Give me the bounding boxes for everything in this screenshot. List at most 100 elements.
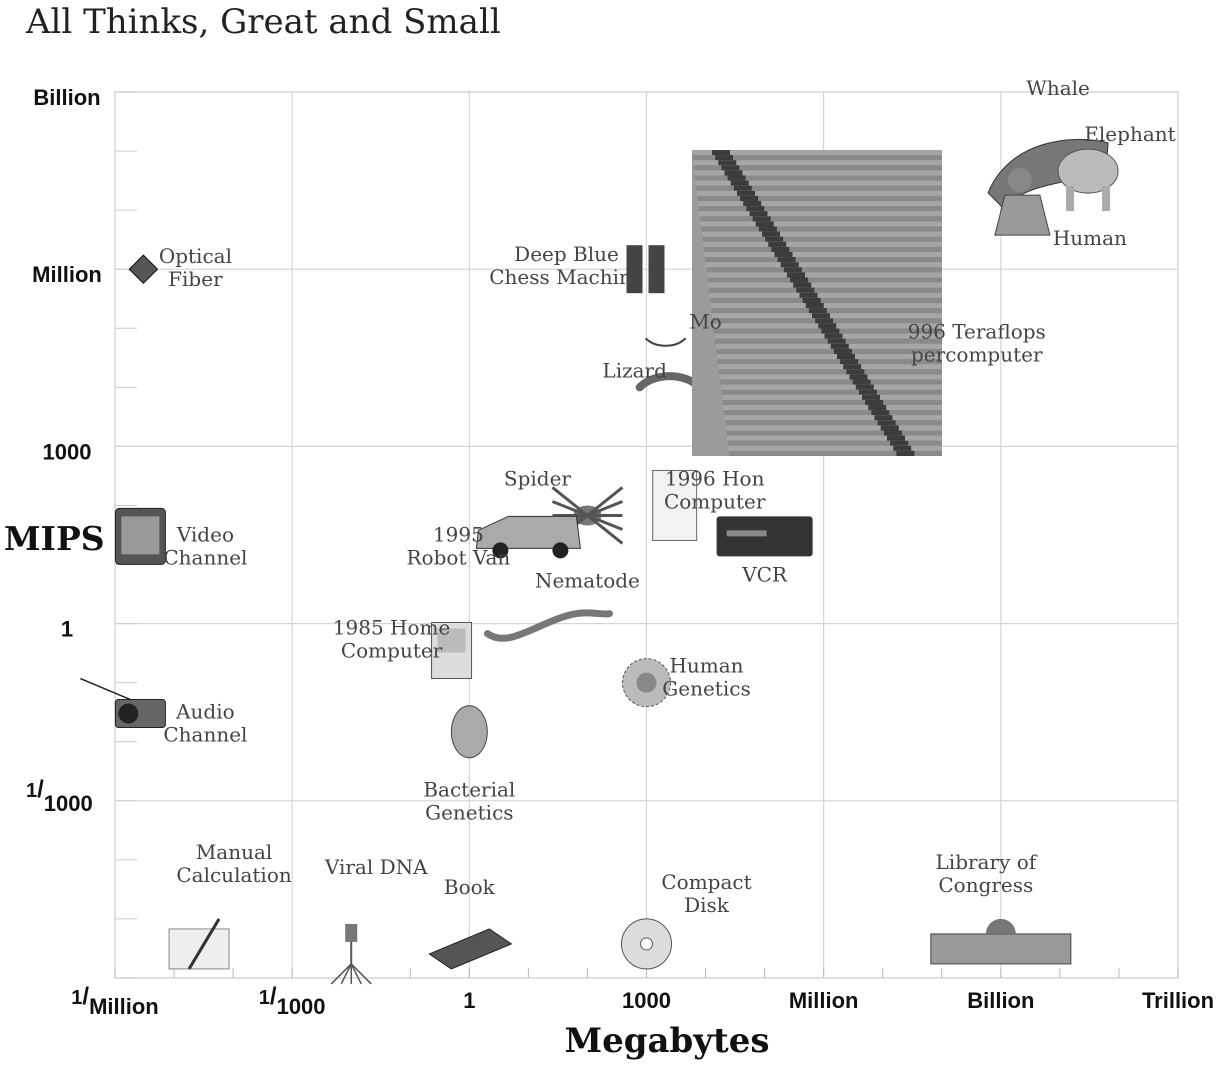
artifact-stripe	[708, 282, 942, 288]
artifact-band	[837, 354, 855, 360]
artifact-stripe	[695, 175, 942, 181]
point-label-line: Disk	[684, 893, 730, 917]
artifact-band	[818, 323, 837, 329]
artifact-stripe	[721, 389, 942, 395]
artifact-stripe	[702, 231, 942, 237]
artifact-band	[855, 384, 874, 390]
artifact-stripe	[692, 150, 942, 156]
van-wheel	[552, 542, 569, 559]
spider-leg	[551, 500, 589, 517]
artifact-band	[743, 201, 762, 207]
artifact-stripe	[707, 277, 942, 283]
artifact-band	[740, 195, 759, 201]
artifact-stripe	[700, 221, 942, 227]
cd-hole	[640, 937, 653, 951]
artifact-band	[893, 445, 912, 451]
robot-van-icon	[475, 515, 581, 559]
artifact-stripe	[728, 445, 942, 451]
virus-fiber	[330, 963, 352, 985]
point-label: 1995 Robot Van	[407, 522, 511, 569]
spider-leg	[551, 486, 589, 517]
artifact-band	[712, 150, 730, 156]
point-label-line: Computer	[664, 489, 766, 513]
grid	[114, 91, 1179, 979]
artifact-band	[771, 246, 790, 252]
y-tick-label: Million	[32, 262, 102, 287]
artifact-band	[890, 440, 909, 446]
elephant-leg	[1066, 186, 1075, 212]
point-label: Video Channel	[163, 522, 247, 569]
artifact-band	[737, 190, 755, 196]
artifact-stripe	[701, 226, 942, 232]
point-label-line: Viral DNA	[324, 855, 428, 879]
vcr-icon	[716, 516, 813, 557]
artifact-band	[787, 272, 805, 278]
artifact-band	[749, 211, 768, 217]
point-label-line: Congress	[938, 873, 1033, 897]
point-label: Library of Congress	[936, 850, 1038, 897]
artifact-stripe	[716, 348, 942, 354]
artifact-stripe	[703, 241, 942, 247]
point-label: Human	[1053, 226, 1127, 250]
virus-fiber	[350, 963, 362, 985]
point-label-line: Optical	[159, 244, 232, 268]
point-label: 1985 Home Computer	[333, 615, 451, 662]
human-genetics-icon	[622, 658, 671, 708]
point-label-line: Book	[444, 875, 496, 899]
point-label: Mo	[689, 309, 722, 333]
radio-speaker	[118, 703, 139, 724]
artifact-stripe	[698, 201, 942, 207]
artifact-band	[824, 333, 843, 339]
point-label: Nematode	[535, 569, 640, 593]
y-tick-numerator: 1	[26, 780, 37, 802]
artifact-stripe	[696, 185, 942, 191]
x-tick-label: 1	[463, 988, 475, 1013]
mouse-tail	[644, 337, 687, 347]
artifact-stripe	[710, 303, 942, 309]
spider-leg	[586, 514, 624, 545]
artifact-stripe	[717, 354, 942, 360]
deep-blue-icon	[626, 245, 665, 294]
manual-calculation-icon	[168, 918, 230, 970]
elephant-icon	[1057, 148, 1119, 212]
artifact-stripe	[698, 206, 942, 212]
x-tick-label: Trillion	[1142, 988, 1214, 1013]
x-axis-label: Megabytes	[564, 1021, 769, 1061]
spider-leg	[586, 514, 624, 531]
artifact-stripe	[700, 216, 942, 222]
point-label-line: Bacterial	[423, 778, 515, 802]
artifact-band	[827, 338, 846, 344]
point-label-line: Compact	[661, 870, 751, 894]
artifact-band	[862, 394, 880, 400]
artifact-band	[768, 241, 787, 247]
artifact-stripe	[707, 272, 942, 278]
artifact-stripe	[693, 165, 942, 171]
x-tick-label: 1000	[622, 988, 671, 1013]
cell-nucleus	[636, 672, 657, 693]
y-tick-label: 1/1000	[26, 776, 93, 816]
van-wheel	[492, 542, 509, 559]
point-label-line: Human	[669, 654, 743, 678]
point-label-line: Nematode	[535, 569, 640, 593]
artifact-stripe	[699, 211, 942, 217]
artifact-band	[840, 359, 859, 365]
virus-fiber	[340, 963, 352, 985]
virus-fiber	[350, 963, 372, 985]
artifact-band	[802, 297, 821, 303]
spider-leg	[586, 486, 624, 517]
artifact-stripe	[719, 374, 942, 380]
artifact-band	[815, 318, 834, 324]
point-label-line: 1995	[433, 522, 484, 546]
library-dome	[985, 918, 1016, 934]
point-label: Book	[444, 875, 496, 899]
artifact-band	[777, 257, 796, 263]
point-label: Lizard	[602, 358, 667, 382]
artifact-stripe	[697, 190, 942, 196]
artifact-band	[721, 165, 740, 171]
artifact-stripe	[708, 287, 942, 293]
nematode-body	[483, 609, 613, 642]
minor-ticks	[114, 91, 1179, 979]
artifact-stripe	[720, 379, 942, 385]
chart-title: All Thinks, Great and Small	[25, 2, 501, 42]
